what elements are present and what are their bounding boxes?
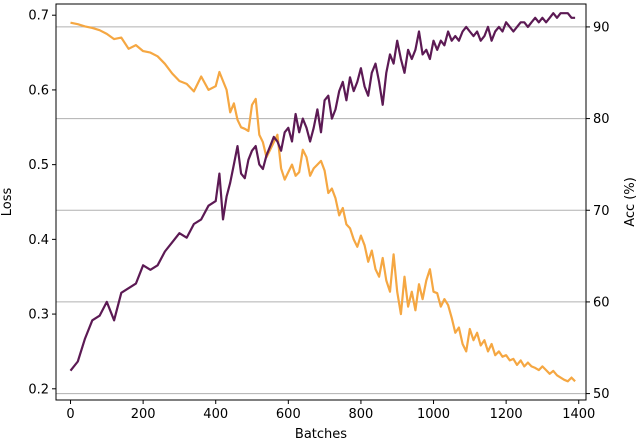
x-tick-label: 1200	[490, 407, 523, 422]
x-tick-label: 800	[349, 407, 374, 422]
y-left-tick-label: 0.4	[28, 233, 49, 248]
x-tick-label: 400	[203, 407, 228, 422]
accuracy-series-line	[69, 12, 576, 372]
y-right-tick-label: 60	[593, 295, 610, 310]
plot-frame	[55, 3, 587, 401]
x-axis: 0 200 400 600 800 1000 1200 1400	[66, 400, 595, 422]
grid-lines	[56, 26, 586, 395]
x-tick-label: 0	[66, 407, 74, 422]
y-left-tick-label: 0.5	[28, 158, 49, 173]
y-axis-right-title: Acc (%)	[623, 177, 638, 227]
y-axis-left: 0.2 0.3 0.4 0.5 0.6 0.7	[28, 9, 56, 397]
x-tick-label: 200	[131, 407, 156, 422]
y-axis-right: 50 60 70 80 90	[586, 20, 610, 402]
x-tick-label: 600	[276, 407, 301, 422]
x-axis-title: Batches	[295, 427, 347, 442]
y-left-tick-label: 0.2	[28, 382, 49, 397]
y-right-tick-label: 80	[593, 112, 610, 127]
loss-series-line	[70, 21, 576, 383]
y-left-tick-label: 0.6	[28, 83, 49, 98]
series-lines	[69, 12, 576, 383]
y-right-tick-label: 70	[593, 204, 610, 219]
y-axis-left-title: Loss	[0, 188, 15, 217]
y-right-tick-label: 90	[593, 20, 610, 35]
y-left-tick-label: 0.7	[28, 9, 49, 24]
x-tick-label: 1400	[562, 407, 595, 422]
y-left-tick-label: 0.3	[28, 308, 49, 323]
y-right-tick-label: 50	[593, 387, 610, 402]
x-tick-label: 1000	[417, 407, 450, 422]
